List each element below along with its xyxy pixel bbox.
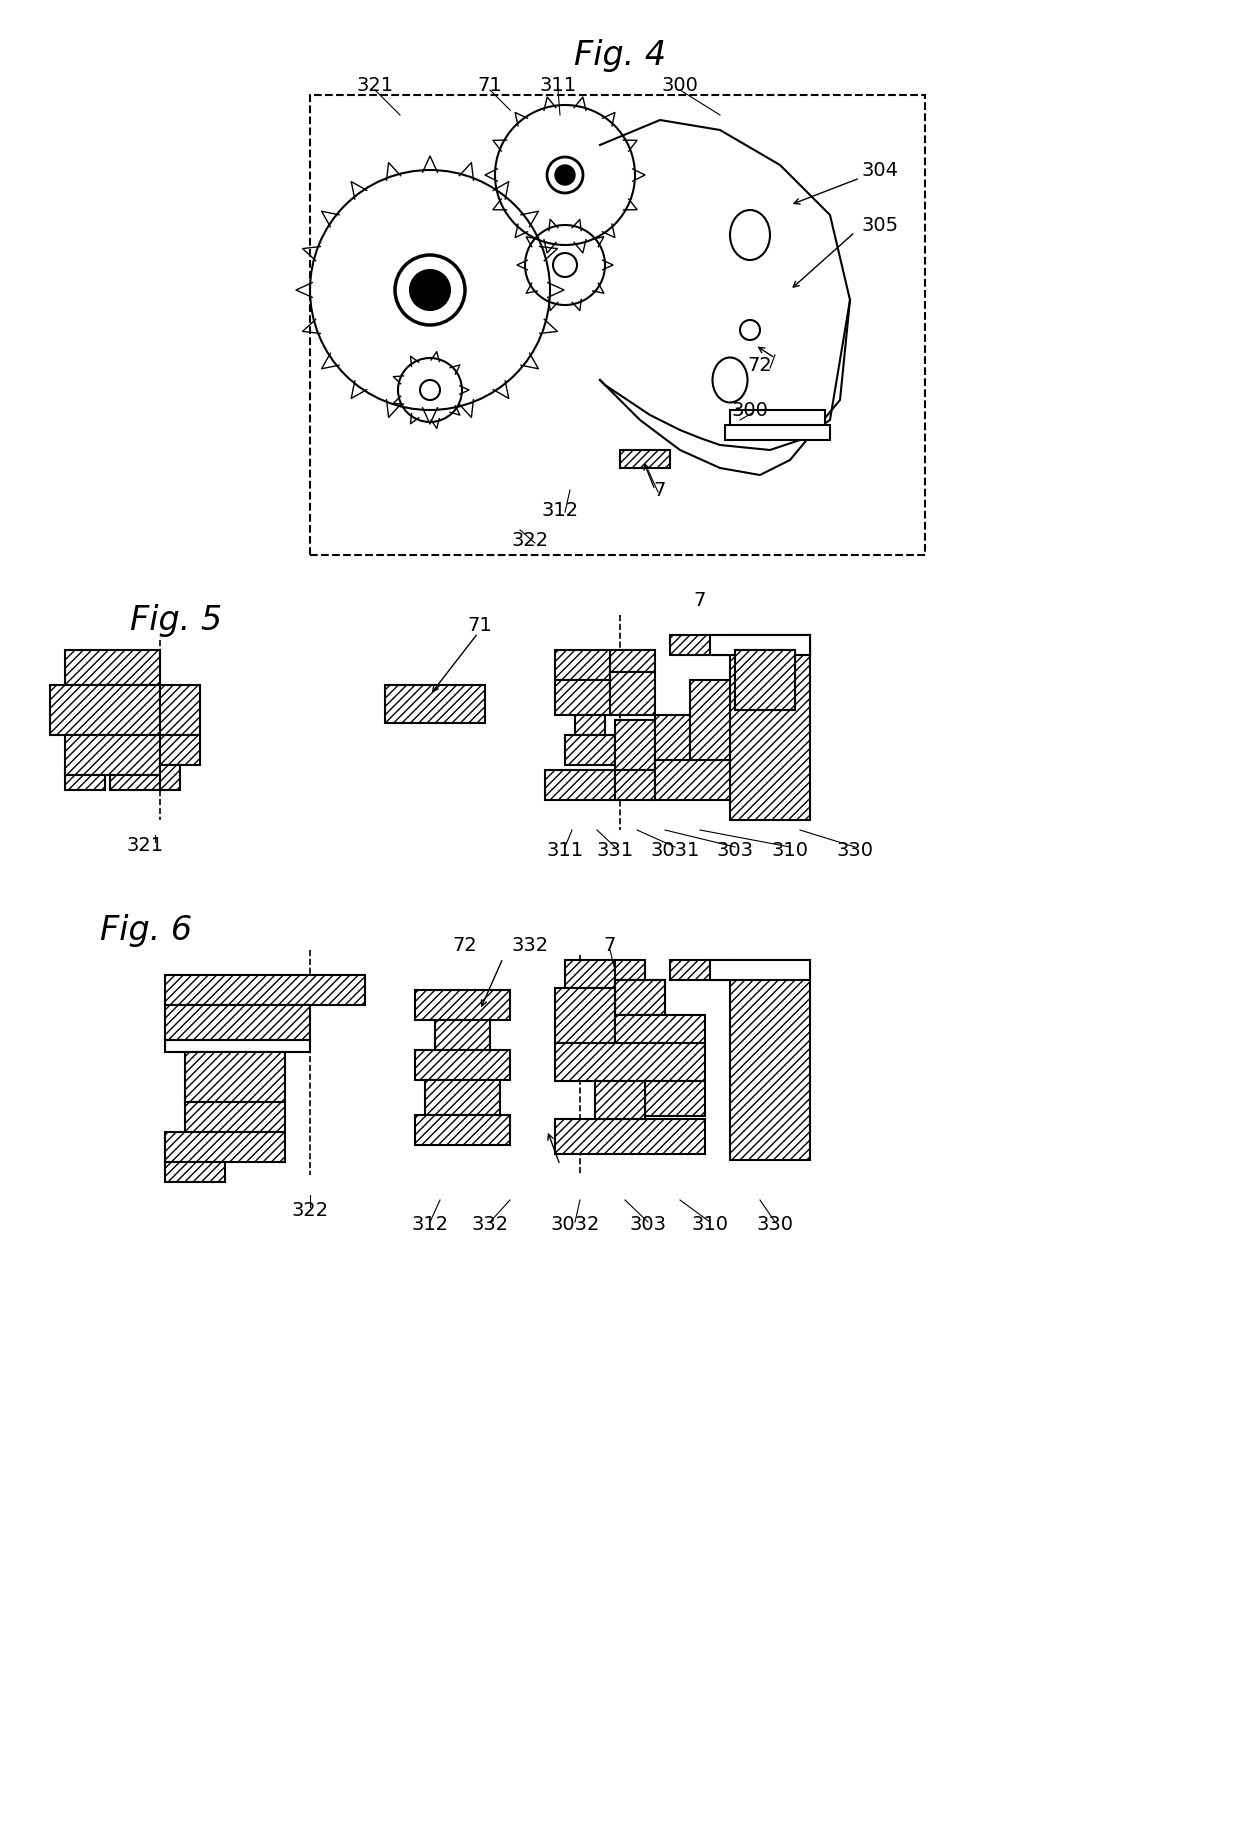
Bar xyxy=(415,1050,510,1079)
Bar xyxy=(565,960,615,988)
Text: 305: 305 xyxy=(862,215,899,235)
Bar xyxy=(64,774,105,791)
Bar xyxy=(425,1079,500,1114)
Bar xyxy=(556,1118,706,1155)
Bar xyxy=(615,980,665,1015)
Text: 300: 300 xyxy=(732,401,769,419)
Bar xyxy=(556,680,610,715)
Text: Fig. 5: Fig. 5 xyxy=(130,603,222,636)
Bar xyxy=(310,96,925,555)
Text: Fig. 4: Fig. 4 xyxy=(574,39,666,72)
Bar xyxy=(655,715,689,771)
Bar xyxy=(185,1102,285,1133)
Bar xyxy=(64,736,160,774)
Bar xyxy=(185,1052,285,1102)
Ellipse shape xyxy=(730,210,770,259)
Bar xyxy=(415,1114,510,1146)
Bar xyxy=(670,960,730,980)
Circle shape xyxy=(553,254,577,278)
Text: 7: 7 xyxy=(604,936,616,954)
Text: 312: 312 xyxy=(542,500,579,519)
Bar xyxy=(730,634,810,820)
Bar xyxy=(165,1004,310,1041)
Ellipse shape xyxy=(713,357,748,403)
Bar xyxy=(711,960,810,980)
Circle shape xyxy=(396,256,465,326)
Bar xyxy=(165,1041,310,1052)
Bar xyxy=(64,649,160,684)
Text: 72: 72 xyxy=(748,355,773,375)
Bar xyxy=(655,760,730,800)
Text: 300: 300 xyxy=(662,75,698,94)
Text: 312: 312 xyxy=(412,1216,449,1234)
Text: 303: 303 xyxy=(630,1216,667,1234)
Text: 322: 322 xyxy=(511,530,548,550)
Bar xyxy=(645,1081,706,1116)
Bar xyxy=(620,451,670,467)
Text: 7: 7 xyxy=(653,480,666,500)
Text: 321: 321 xyxy=(356,75,393,94)
Text: 330: 330 xyxy=(756,1216,794,1234)
Text: 311: 311 xyxy=(547,840,584,859)
Text: 310: 310 xyxy=(771,840,808,859)
Text: 322: 322 xyxy=(291,1201,329,1219)
Bar xyxy=(610,649,655,671)
Text: 303: 303 xyxy=(717,840,754,859)
Text: Fig. 6: Fig. 6 xyxy=(100,914,192,947)
Bar xyxy=(725,425,830,440)
Bar xyxy=(689,680,730,760)
Bar xyxy=(730,410,825,430)
Bar xyxy=(735,649,795,710)
Text: 332: 332 xyxy=(511,936,548,954)
Text: 330: 330 xyxy=(837,840,873,859)
Bar xyxy=(50,684,160,736)
Bar xyxy=(160,736,200,765)
Bar xyxy=(575,715,605,736)
Text: 71: 71 xyxy=(477,75,502,94)
Bar xyxy=(670,634,810,655)
Bar xyxy=(565,736,615,765)
Text: 3031: 3031 xyxy=(650,840,699,859)
Bar xyxy=(711,634,810,655)
Text: 71: 71 xyxy=(467,616,492,634)
Bar xyxy=(556,649,610,680)
Circle shape xyxy=(420,381,440,401)
Bar xyxy=(160,765,180,791)
Bar xyxy=(615,960,645,980)
Text: 321: 321 xyxy=(126,835,164,855)
Text: 311: 311 xyxy=(539,75,577,94)
Bar xyxy=(110,774,160,791)
Bar xyxy=(595,1081,645,1118)
Text: 331: 331 xyxy=(596,840,634,859)
Text: 72: 72 xyxy=(453,936,477,954)
Bar xyxy=(384,684,485,723)
Text: 3032: 3032 xyxy=(551,1216,600,1234)
Bar xyxy=(615,980,665,1015)
Bar xyxy=(165,1162,224,1182)
Text: 304: 304 xyxy=(862,160,899,180)
Bar xyxy=(610,671,655,715)
Bar xyxy=(165,1133,285,1162)
Bar xyxy=(615,721,655,771)
Bar xyxy=(615,1015,706,1050)
Circle shape xyxy=(547,156,583,193)
Bar xyxy=(546,771,615,800)
Bar xyxy=(415,989,510,1021)
Ellipse shape xyxy=(740,320,760,340)
Bar xyxy=(556,1043,706,1081)
Text: 310: 310 xyxy=(692,1216,729,1234)
Bar xyxy=(615,771,655,800)
Circle shape xyxy=(556,166,575,186)
Text: 332: 332 xyxy=(471,1216,508,1234)
Bar xyxy=(730,960,810,1160)
Bar xyxy=(160,684,200,736)
Bar xyxy=(435,1021,490,1050)
Bar xyxy=(165,975,365,1004)
Bar xyxy=(735,649,795,710)
Circle shape xyxy=(410,270,450,311)
Bar xyxy=(556,988,615,1043)
Text: 7: 7 xyxy=(694,590,707,609)
